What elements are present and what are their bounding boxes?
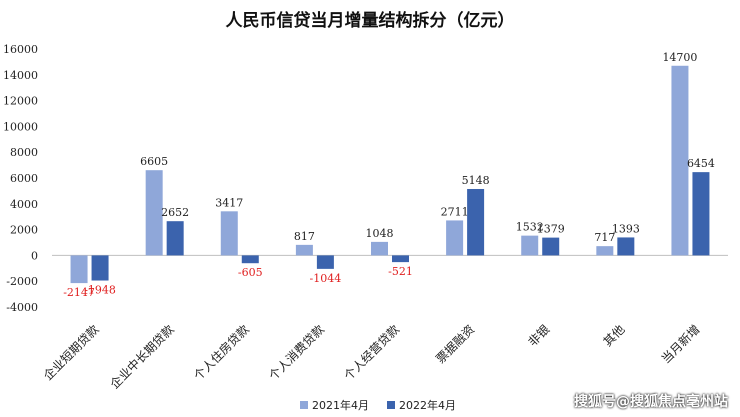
data-label: 1532 <box>516 221 544 234</box>
bar-2021 <box>671 65 689 256</box>
bar-2022 <box>166 221 184 256</box>
data-label: 1379 <box>537 223 565 236</box>
bar-2021 <box>521 235 539 256</box>
data-label: 5148 <box>462 174 490 187</box>
bar-2021 <box>371 241 388 256</box>
x-axis-labels: 企业短期贷款 企业中长期贷款 个人住房贷款 个人消费贷款 个人经营贷款 票据融资 非银 其他 当… <box>40 322 702 392</box>
legend-item-2022: 2022年4月 <box>387 397 456 413</box>
y-tick-label: -4000 <box>6 301 38 314</box>
watermark: 搜狐号@搜狐焦点亳州站 <box>574 394 728 410</box>
y-tick-label: -2000 <box>6 275 38 288</box>
data-labels: -2147-1948 6605 2652 3417 -605 817 -1044 1048 -5… <box>63 51 715 299</box>
y-tick-label: 2000 <box>10 224 38 237</box>
y-tick-label: 10000 <box>3 120 38 133</box>
legend-item-2021: 2021年4月 <box>300 397 369 413</box>
category-label: 个人经营贷款 <box>341 322 402 383</box>
data-label: -2147 <box>63 286 95 299</box>
bar-2021 <box>446 220 464 256</box>
y-tick-label: 0 <box>31 249 38 262</box>
bar-2022 <box>241 255 259 264</box>
data-label: 14700 <box>662 51 697 64</box>
data-label: -1948 <box>84 284 116 297</box>
y-axis: -4000 -2000 0 2000 4000 6000 8000 10000 12000 140… <box>3 43 728 314</box>
bar-2021 <box>295 244 313 256</box>
category-label: 当月新增 <box>658 322 703 367</box>
data-label: 1048 <box>366 227 394 240</box>
data-label: 6454 <box>687 157 715 170</box>
chart-title: 人民币信贷当月增量结构拆分（亿元） <box>225 11 515 31</box>
bar-2021 <box>596 246 614 256</box>
legend-swatch-2021 <box>300 401 308 409</box>
data-label: 717 <box>594 231 615 244</box>
data-label: 1393 <box>612 222 640 235</box>
data-label: 2652 <box>161 206 189 219</box>
data-label: -1044 <box>310 272 342 285</box>
y-tick-label: 14000 <box>3 69 38 82</box>
data-label: 2711 <box>441 205 469 218</box>
category-label: 非银 <box>525 322 552 349</box>
data-label: -605 <box>238 266 263 279</box>
bar-2022 <box>316 255 334 269</box>
bars <box>70 65 710 284</box>
data-label: 6605 <box>140 155 168 168</box>
y-tick-label: 6000 <box>10 172 38 185</box>
data-label: -521 <box>388 265 413 278</box>
bar-2022 <box>542 237 560 256</box>
legend-swatch-2022 <box>387 401 395 409</box>
bar-2022 <box>692 172 710 256</box>
bar-2022 <box>617 237 635 256</box>
category-label: 个人住房贷款 <box>190 322 252 384</box>
bar-2021 <box>145 170 163 256</box>
y-tick-label: 16000 <box>3 43 38 56</box>
y-tick-label: 12000 <box>3 95 38 108</box>
legend-label-2021: 2021年4月 <box>312 399 369 412</box>
bar-2021 <box>70 255 88 284</box>
legend: 2021年4月 2022年4月 <box>300 397 456 413</box>
category-label: 企业短期贷款 <box>40 322 102 384</box>
y-tick-label: 8000 <box>10 146 38 159</box>
category-label: 其他 <box>601 322 628 349</box>
y-tick-label: 4000 <box>10 198 38 211</box>
bar-2021 <box>220 211 238 256</box>
legend-label-2022: 2022年4月 <box>399 399 456 412</box>
category-label: 票据融资 <box>433 322 477 366</box>
bar-2022 <box>392 255 409 263</box>
data-label: 817 <box>294 230 315 243</box>
bar-2022 <box>467 188 485 256</box>
category-label: 个人消费贷款 <box>266 322 327 383</box>
bar-2022 <box>91 255 109 281</box>
data-label: 3417 <box>215 196 243 209</box>
category-label: 企业中长期贷款 <box>107 322 177 392</box>
